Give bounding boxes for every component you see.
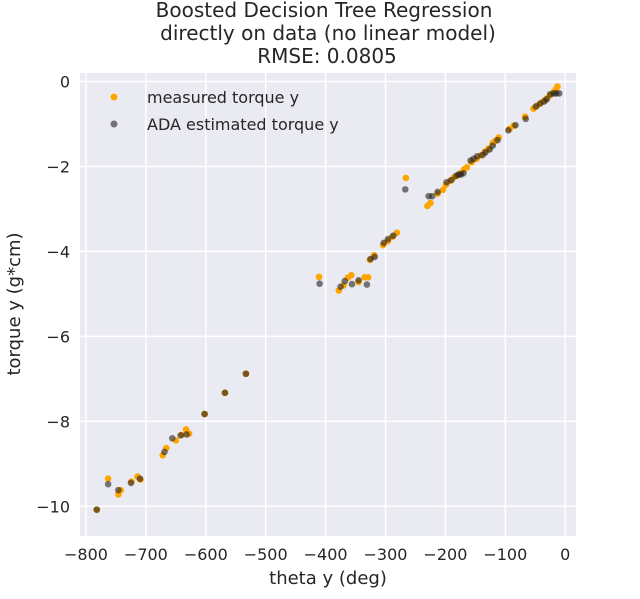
- chart-title: Boosted Decision Tree Regression directl…: [156, 0, 496, 68]
- y-tick-label: −4: [46, 242, 70, 261]
- measured-point: [348, 271, 355, 279]
- grid-lines: [80, 73, 576, 536]
- legend-label-estimated: ADA estimated torque y: [147, 115, 339, 134]
- estimated-point: [161, 448, 168, 456]
- estimated-point: [460, 169, 467, 177]
- estimated-point: [337, 283, 344, 290]
- estimated-point: [201, 410, 208, 418]
- estimated-point: [127, 479, 135, 487]
- estimated-point: [401, 186, 409, 193]
- estimated-point: [380, 239, 388, 247]
- legend-marker-measured: [110, 93, 118, 101]
- title-line-1: Boosted Decision Tree Regression: [156, 0, 493, 22]
- x-tick-label: −500: [244, 545, 288, 564]
- y-tick-label: −10: [36, 497, 70, 516]
- estimated-torque-series: [93, 90, 563, 513]
- estimated-point: [555, 90, 563, 97]
- measured-point: [427, 199, 434, 207]
- estimated-point: [428, 192, 436, 200]
- estimated-point: [115, 486, 122, 494]
- x-axis-label: theta y (deg): [269, 568, 387, 589]
- estimated-point: [448, 176, 455, 184]
- estimated-point: [348, 280, 356, 288]
- estimated-point: [136, 475, 144, 482]
- title-line-3: RMSE: 0.0805: [257, 44, 397, 68]
- x-tick-label: −800: [64, 545, 108, 564]
- y-tick-label: 0: [60, 72, 70, 91]
- estimated-point: [355, 276, 362, 284]
- estimated-point: [522, 115, 529, 123]
- title-line-2: directly on data (no linear model): [160, 21, 496, 45]
- y-tick-labels: −10 −8 −6 −4 −2 0: [36, 72, 70, 516]
- estimated-point: [168, 435, 176, 442]
- plot-area: [80, 73, 576, 536]
- estimated-point: [389, 232, 397, 239]
- measured-point: [364, 274, 372, 281]
- estimated-point: [316, 280, 323, 287]
- estimated-point: [489, 142, 497, 149]
- estimated-point: [494, 136, 501, 144]
- legend-label-measured: measured torque y: [147, 88, 299, 107]
- estimated-point: [93, 506, 101, 513]
- y-axis-label: torque y (g*cm): [4, 232, 25, 375]
- estimated-point: [183, 431, 190, 438]
- legend: measured torque y ADA estimated torque y: [110, 88, 339, 134]
- x-tick-label: −100: [483, 545, 527, 564]
- estimated-point: [221, 389, 229, 397]
- x-tick-labels: −800 −700 −600 −500 −400 −300 −200 −100 0: [64, 545, 570, 564]
- estimated-point: [512, 121, 519, 129]
- estimated-point: [384, 235, 392, 243]
- estimated-point: [104, 480, 112, 488]
- measured-point: [402, 174, 410, 182]
- y-tick-label: −8: [46, 412, 70, 431]
- y-tick-label: −2: [46, 157, 70, 176]
- x-tick-label: −200: [423, 545, 467, 564]
- estimated-point: [434, 188, 441, 196]
- estimated-point: [543, 96, 550, 103]
- estimated-point: [363, 281, 371, 288]
- measured-point: [554, 83, 561, 90]
- estimated-point: [341, 277, 349, 285]
- y-tick-label: −6: [46, 327, 70, 346]
- legend-marker-estimated: [110, 120, 118, 128]
- estimated-point: [177, 432, 184, 439]
- estimated-point: [371, 253, 379, 261]
- x-tick-label: 0: [560, 545, 570, 564]
- x-tick-label: −400: [304, 545, 348, 564]
- x-tick-label: −300: [364, 545, 408, 564]
- x-tick-label: −600: [184, 545, 228, 564]
- measured-point: [439, 186, 447, 194]
- estimated-point: [242, 370, 250, 378]
- measured-point: [104, 475, 112, 482]
- measured-point: [315, 273, 323, 281]
- measured-point: [463, 163, 471, 171]
- x-tick-label: −700: [124, 545, 168, 564]
- estimated-point: [505, 127, 512, 134]
- estimated-point: [473, 152, 481, 160]
